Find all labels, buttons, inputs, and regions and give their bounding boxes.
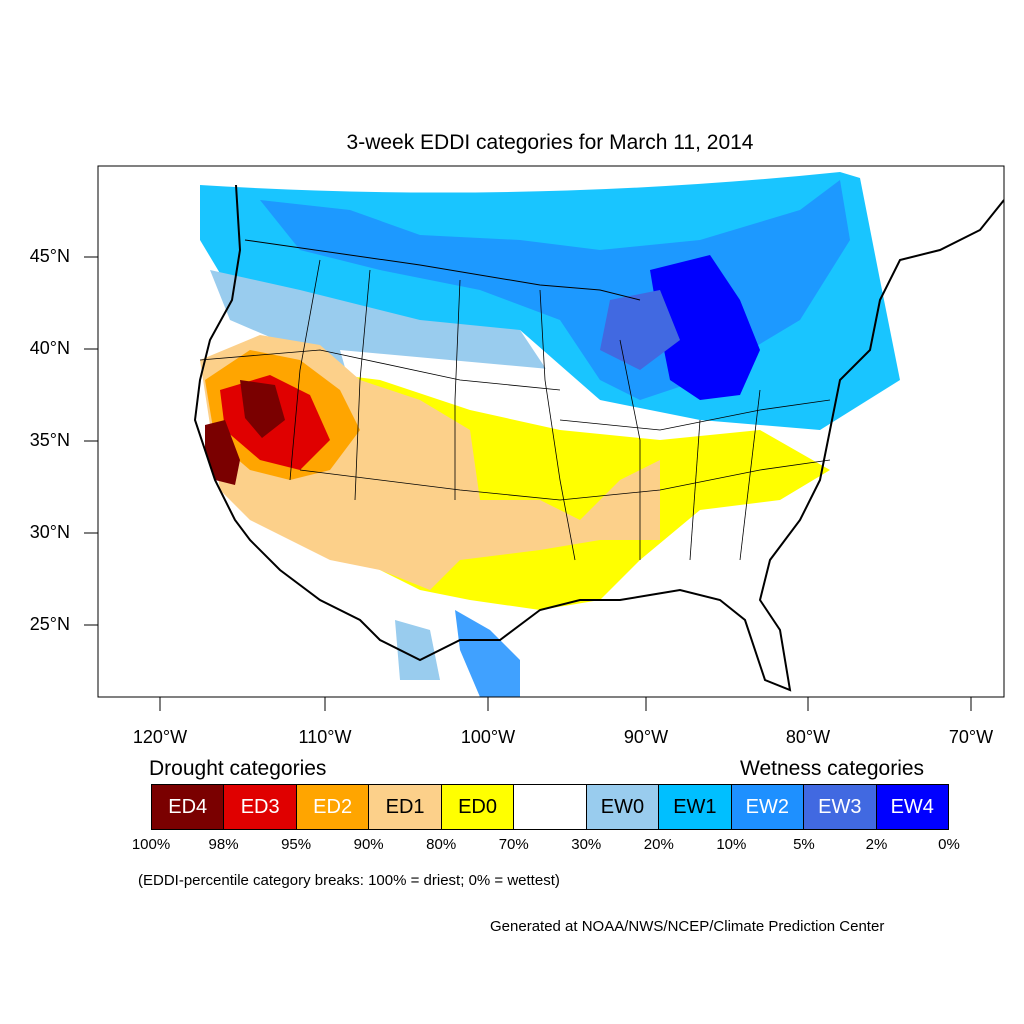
drought-ed4-nevada xyxy=(240,380,285,438)
map-title: 3-week EDDI categories for March 11, 201… xyxy=(346,131,754,154)
lon-label-80: 80°W xyxy=(785,727,831,747)
legend-box-ed0: ED0 xyxy=(441,785,515,829)
credit-line: Generated at NOAA/NWS/NCEP/Climate Predi… xyxy=(490,918,885,935)
lat-label-30: 30°N xyxy=(29,522,70,542)
percentile-break-label: 20% xyxy=(643,836,674,853)
percentile-break-label: 10% xyxy=(716,836,747,853)
lat-label-35: 35°N xyxy=(29,430,70,450)
legend-box-ed1: ED1 xyxy=(369,785,442,829)
percentile-break-label: 2% xyxy=(865,836,888,853)
legend-box-ew0: EW0 xyxy=(586,785,660,829)
legend-box-ew2: EW2 xyxy=(731,785,805,829)
percentile-break-label: 90% xyxy=(353,836,384,853)
wetness-ew3-patch xyxy=(600,290,680,370)
lat-label-45: 45°N xyxy=(29,246,70,266)
category-note: (EDDI-percentile category breaks: 100% =… xyxy=(138,872,560,889)
percentile-break-label: 80% xyxy=(426,836,457,853)
percentile-break-label: 30% xyxy=(571,836,602,853)
lon-label-110: 110°W xyxy=(298,727,352,747)
percentile-break-label: 0% xyxy=(938,836,960,853)
wetness-heading: Wetness categories xyxy=(740,757,925,780)
lat-label-40: 40°N xyxy=(29,338,70,358)
state-borders xyxy=(199,259,831,561)
category-legend: ED4 ED3 ED2 ED1 ED0 EW0 EW1 EW2 EW3 EW4 xyxy=(151,784,949,830)
lon-label-70: 70°W xyxy=(948,727,994,747)
percentile-break-label: 98% xyxy=(208,836,239,853)
legend-box-ed4: ED4 xyxy=(152,785,225,829)
percentile-break-label: 5% xyxy=(793,836,815,853)
coastline xyxy=(193,184,1004,692)
wetness-ew0-mexico xyxy=(395,620,440,680)
legend-box-ed3: ED3 xyxy=(224,785,297,829)
legend-box-ed2: ED2 xyxy=(296,785,370,829)
lat-ticks xyxy=(84,256,98,626)
lon-label-90: 90°W xyxy=(623,727,669,747)
legend-box-neutral xyxy=(514,785,587,829)
wetness-texas-coast xyxy=(455,610,520,697)
percentile-break-label: 70% xyxy=(498,836,529,853)
us-canada-border xyxy=(244,239,641,301)
wetness-ew4-great-lakes xyxy=(650,255,760,400)
drought-heading: Drought categories xyxy=(149,757,327,780)
lon-ticks xyxy=(159,697,972,711)
lon-label-100: 100°W xyxy=(460,727,516,747)
legend-box-ew1: EW1 xyxy=(659,785,732,829)
map-frame xyxy=(97,165,1005,698)
lon-label-120: 120°W xyxy=(132,727,188,747)
percentile-break-label: 95% xyxy=(281,836,312,853)
drought-ed4-california xyxy=(205,420,240,485)
percentile-break-label: 100% xyxy=(131,836,171,853)
legend-box-ew4: EW4 xyxy=(876,785,948,829)
lat-label-25: 25°N xyxy=(29,614,70,634)
legend-box-ew3: EW3 xyxy=(804,785,877,829)
